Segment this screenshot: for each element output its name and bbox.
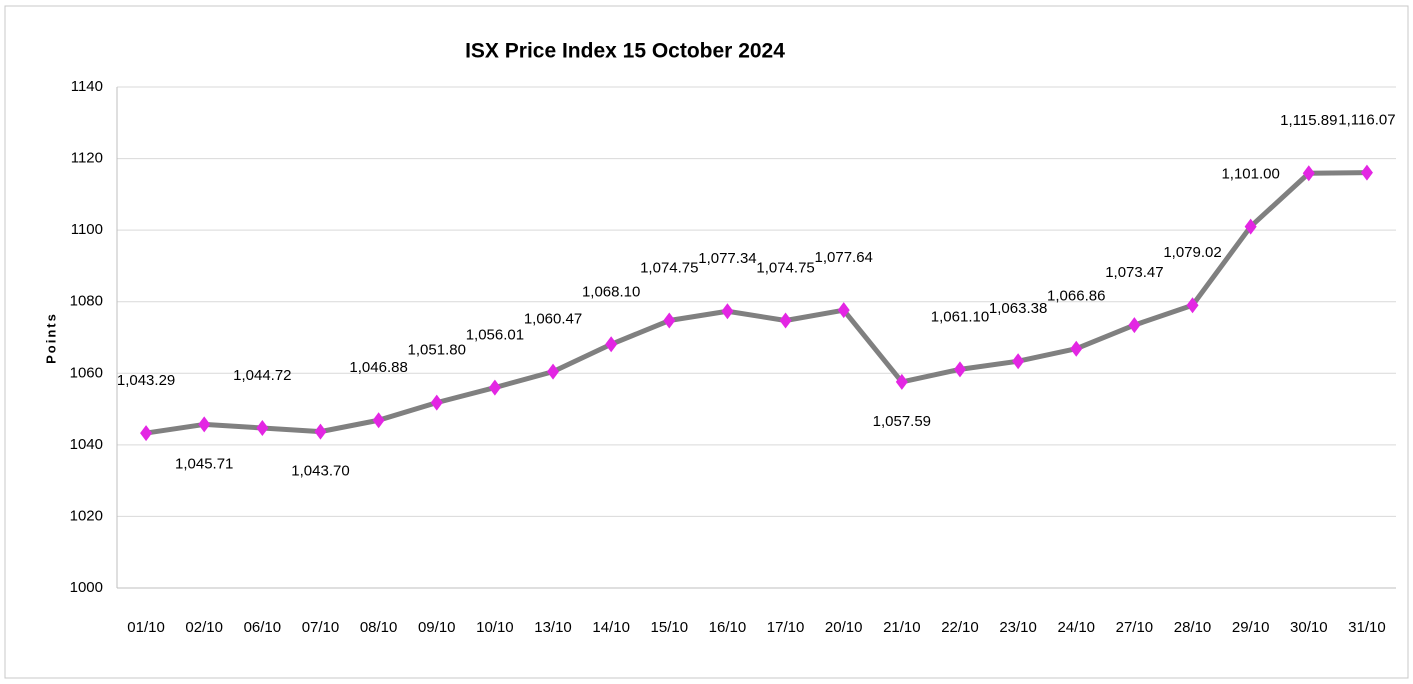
marker: [1012, 353, 1025, 370]
y-tick-label: 1140: [71, 78, 103, 95]
chart-border: [4, 5, 1409, 679]
data-label: 1,051.80: [408, 342, 466, 359]
data-label: 1,079.02: [1163, 244, 1221, 261]
marker: [140, 425, 153, 442]
data-label: 1,063.38: [989, 300, 1047, 317]
x-tick-label: 02/10: [185, 619, 223, 636]
data-label: 1,043.70: [291, 463, 349, 480]
data-label: 1,046.88: [349, 359, 407, 376]
x-tick-label: 27/10: [1116, 619, 1154, 636]
x-tick-label: 28/10: [1174, 619, 1212, 636]
x-tick-label: 08/10: [360, 619, 398, 636]
marker: [953, 361, 966, 378]
data-label: 1,115.89: [1280, 112, 1337, 129]
x-tick-label: 16/10: [709, 619, 747, 636]
marker: [314, 423, 327, 440]
x-tick-label: 23/10: [999, 619, 1037, 636]
x-tick-label: 22/10: [941, 619, 979, 636]
x-tick-label: 30/10: [1290, 619, 1328, 636]
data-label: 1,066.86: [1047, 288, 1105, 305]
marker: [663, 312, 676, 329]
x-tick-label: 14/10: [592, 619, 630, 636]
marker: [1128, 317, 1141, 334]
marker: [837, 302, 850, 319]
marker: [779, 312, 792, 329]
marker: [430, 394, 443, 411]
data-label: 1,044.72: [233, 367, 291, 384]
y-tick-label: 1040: [70, 436, 103, 453]
x-tick-label: 06/10: [244, 619, 282, 636]
data-label: 1,073.47: [1105, 264, 1163, 281]
marker: [1244, 218, 1257, 235]
data-label: 1,045.71: [175, 455, 233, 472]
x-tick-label: 13/10: [534, 619, 572, 636]
x-tick-label: 29/10: [1232, 619, 1270, 636]
marker: [1360, 164, 1373, 181]
data-label: 1,101.00: [1221, 166, 1279, 183]
marker: [256, 419, 269, 436]
data-label: 1,077.34: [698, 250, 756, 267]
x-tick-label: 31/10: [1348, 619, 1386, 636]
data-label: 1,056.01: [466, 327, 524, 344]
x-tick-label: 17/10: [767, 619, 805, 636]
marker: [895, 373, 908, 390]
marker: [372, 412, 385, 429]
data-label: 1,074.75: [756, 259, 814, 276]
data-label: 1,057.59: [873, 413, 931, 430]
x-tick-label: 21/10: [883, 619, 921, 636]
y-axis-title: Points: [43, 312, 58, 364]
y-tick-label: 1020: [70, 507, 103, 524]
x-tick-label: 07/10: [302, 619, 340, 636]
data-label: 1,068.10: [582, 283, 640, 300]
x-tick-label: 01/10: [127, 619, 165, 636]
data-label: 1,060.47: [524, 311, 582, 328]
marker: [1302, 165, 1315, 182]
y-tick-label: 1120: [71, 150, 103, 167]
marker: [198, 416, 211, 433]
marker: [1186, 297, 1199, 314]
data-label: 1,077.64: [815, 249, 873, 266]
marker: [1070, 340, 1083, 357]
data-label: 1,061.10: [931, 308, 989, 325]
data-label: 1,043.29: [117, 372, 175, 389]
price-line: [145, 170, 1367, 436]
data-label: 1,074.75: [640, 259, 698, 276]
x-tick-label: 24/10: [1057, 619, 1095, 636]
marker: [488, 379, 501, 396]
x-tick-label: 20/10: [825, 619, 863, 636]
data-label: 1,116.07: [1338, 112, 1395, 129]
y-tick-label: 1000: [70, 579, 103, 596]
marker: [547, 363, 560, 380]
x-tick-label: 09/10: [418, 619, 456, 636]
x-tick-label: 15/10: [651, 619, 689, 636]
y-tick-label: 1100: [71, 221, 103, 238]
marker: [605, 336, 618, 353]
x-tick-label: 10/10: [476, 619, 514, 636]
y-tick-label: 1060: [70, 364, 103, 381]
marker: [721, 303, 734, 320]
y-tick-label: 1080: [70, 293, 103, 310]
chart-title: ISX Price Index 15 October 2024: [465, 40, 785, 63]
